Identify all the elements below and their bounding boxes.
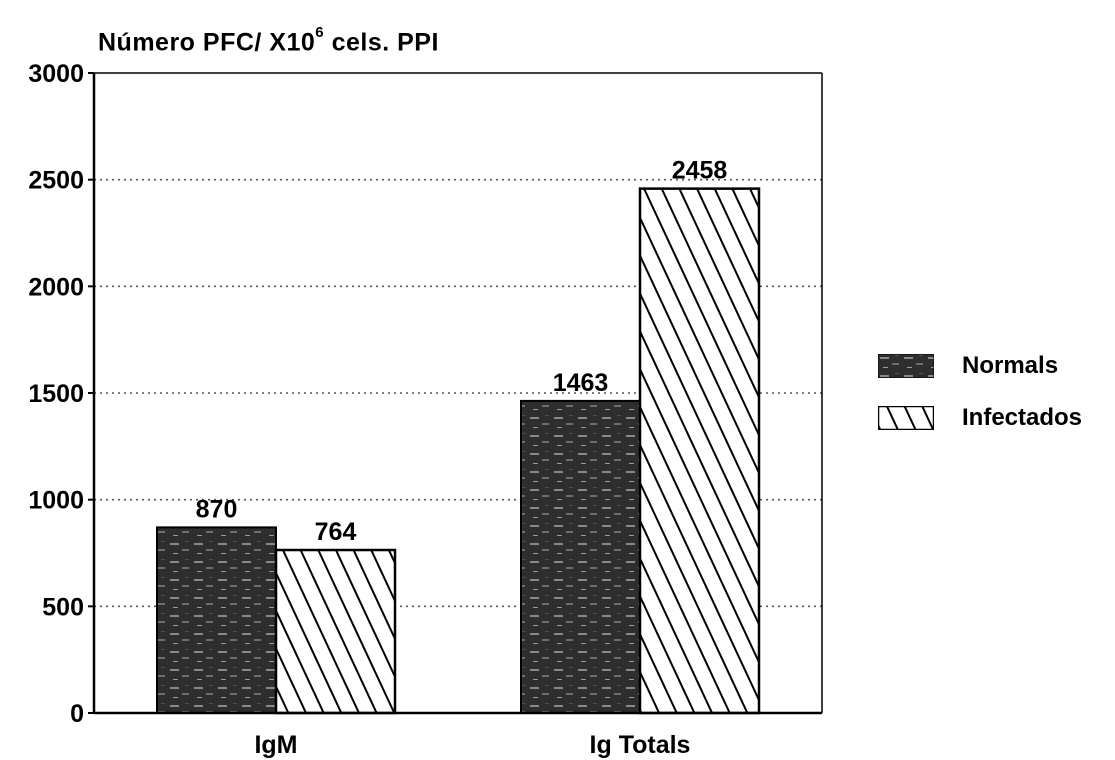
- data-label: 764: [315, 518, 357, 546]
- x-tick-label: IgM: [254, 731, 297, 759]
- x-tick-label: Ig Totals: [590, 731, 691, 759]
- y-tick-label: 3000: [28, 60, 84, 88]
- legend-label-normals: Normals: [962, 352, 1059, 379]
- bar-infectados-igm: [274, 548, 397, 715]
- y-tick-label: 1000: [28, 487, 84, 515]
- y-tick-label: 2000: [28, 273, 84, 301]
- legend-label-infectados: Infectados: [962, 404, 1083, 431]
- y-tick-label: 0: [70, 700, 84, 728]
- legend-swatch-infectados: [878, 406, 934, 430]
- bar-infectados-ig-totals: [638, 187, 761, 715]
- y-tick-label: 1500: [28, 380, 84, 408]
- bar-normals-igm: [156, 526, 277, 715]
- data-label: 1463: [553, 369, 609, 397]
- bar-normals-ig-totals: [520, 399, 641, 714]
- y-axis-label: Número PFC/ X106 cels. PPI: [98, 24, 439, 57]
- data-label: 870: [196, 495, 238, 523]
- y-tick-label: 2500: [28, 167, 84, 195]
- y-tick-label: 500: [42, 593, 84, 621]
- legend-swatch-normals: [878, 354, 934, 378]
- data-label: 2458: [672, 157, 728, 185]
